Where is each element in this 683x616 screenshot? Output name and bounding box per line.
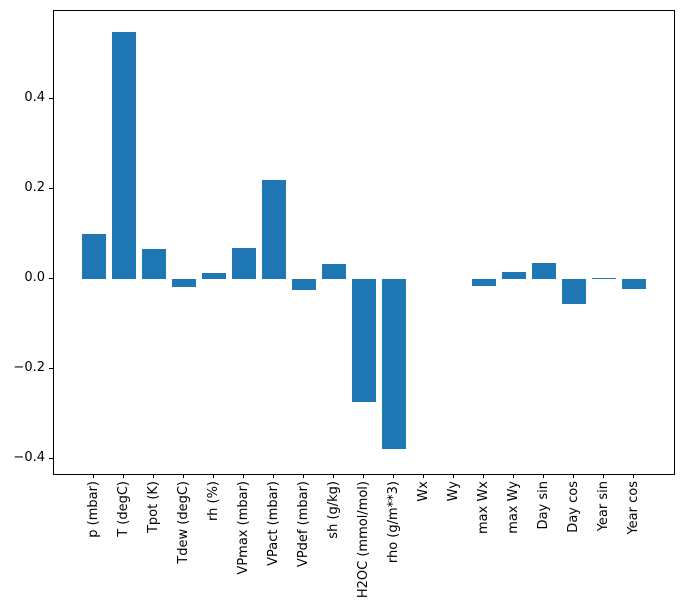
bar-rho-g-m-3 [382, 279, 406, 450]
y-tick-label: −0.2 [13, 360, 45, 376]
bar-t-degc [112, 31, 136, 280]
x-tick-label: VPact (mbar) [265, 481, 281, 566]
x-tick-mark [93, 474, 94, 478]
y-tick-mark [49, 458, 53, 460]
x-tick-label: Wy [445, 481, 461, 502]
bar-day-sin [532, 262, 556, 280]
x-tick-mark [423, 474, 424, 478]
x-tick-label: p (mbar) [85, 481, 101, 538]
bar-year-sin [592, 277, 616, 280]
bar-max-wx [472, 279, 496, 287]
x-tick-mark [183, 474, 184, 478]
x-tick-mark [273, 474, 274, 478]
bar-max-wy [502, 271, 526, 280]
x-tick-mark [543, 474, 544, 478]
bar-vpdef-mbar [292, 279, 316, 290]
y-tick-label: 0.2 [24, 180, 45, 196]
x-tick-label: Day cos [565, 481, 581, 533]
x-tick-mark [453, 474, 454, 478]
x-tick-mark [153, 474, 154, 478]
y-tick-label: 0.0 [24, 270, 45, 286]
bar-vpact-mbar [262, 179, 286, 280]
x-tick-label: max Wx [475, 481, 491, 535]
y-tick-mark [49, 98, 53, 100]
x-tick-label: Year cos [625, 481, 641, 535]
bar-tpot-k [142, 249, 166, 280]
y-tick-mark [49, 188, 53, 190]
x-tick-mark [513, 474, 514, 478]
bar-sh-g-kg [322, 264, 346, 280]
x-tick-label: VPdef (mbar) [295, 481, 311, 568]
plot-area [53, 10, 675, 475]
x-tick-mark [393, 474, 394, 478]
x-tick-mark [333, 474, 334, 478]
bar-day-cos [562, 279, 586, 305]
x-tick-label: sh (g/kg) [325, 481, 341, 539]
x-tick-label: Year sin [595, 481, 611, 532]
x-tick-label: Day sin [535, 481, 551, 530]
x-tick-mark [123, 474, 124, 478]
x-tick-label: T (degC) [115, 481, 131, 537]
x-tick-label: max Wy [505, 481, 521, 534]
x-tick-mark [243, 474, 244, 478]
y-tick-label: −0.4 [13, 450, 45, 466]
x-tick-mark [573, 474, 574, 478]
bar-tdew-degc [172, 279, 196, 287]
bar-p-mbar [82, 234, 106, 280]
x-tick-mark [483, 474, 484, 478]
x-tick-label: Wx [415, 481, 431, 502]
bar-rh [202, 273, 226, 280]
x-tick-label: Tpot (K) [145, 481, 161, 534]
x-tick-label: Tdew (degC) [175, 481, 191, 564]
x-tick-mark [213, 474, 214, 478]
x-tick-mark [603, 474, 604, 478]
x-tick-mark [633, 474, 634, 478]
x-tick-label: rho (g/m**3) [385, 481, 401, 564]
bar-vpmax-mbar [232, 248, 256, 280]
x-tick-label: rh (%) [205, 481, 221, 521]
y-tick-mark [49, 278, 53, 280]
x-tick-mark [363, 474, 364, 478]
x-tick-label: H2OC (mmol/mol) [355, 481, 371, 599]
x-tick-label: VPmax (mbar) [235, 481, 251, 575]
x-tick-mark [303, 474, 304, 478]
y-tick-mark [49, 368, 53, 370]
bar-year-cos [622, 279, 646, 289]
bar-h2oc-mmol-mol [352, 279, 376, 403]
y-tick-label: 0.4 [24, 90, 45, 106]
